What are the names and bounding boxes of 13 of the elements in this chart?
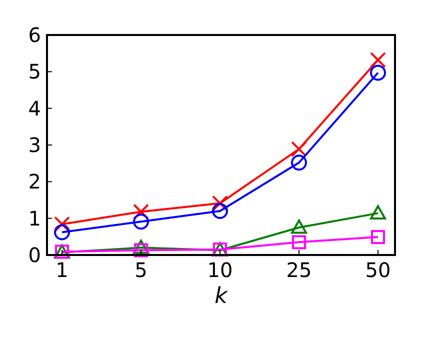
x-tick-label: 5	[134, 258, 148, 282]
x-tick-label: 50	[365, 258, 391, 282]
y-tick-label: 1	[28, 206, 41, 230]
x-axis-title: k	[214, 284, 229, 309]
x-tick-label: 25	[286, 258, 312, 282]
x-tick-label: 10	[207, 258, 233, 282]
x-tick-label: 1	[56, 258, 68, 282]
y-tick-label: 2	[28, 170, 41, 194]
y-tick-label: 5	[28, 60, 41, 84]
y-tick-label: 3	[28, 133, 41, 157]
y-tick-label: 4	[28, 96, 41, 120]
y-tick-label: 0	[28, 243, 41, 267]
y-tick-label: 6	[28, 23, 41, 47]
